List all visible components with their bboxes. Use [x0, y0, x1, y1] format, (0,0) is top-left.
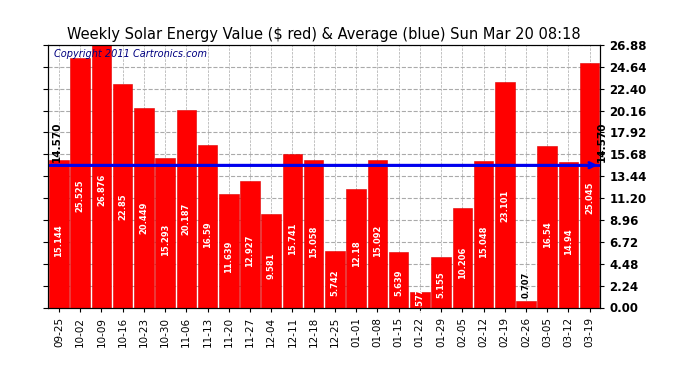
Bar	[495, 82, 515, 308]
Text: 20.187: 20.187	[181, 202, 191, 235]
Text: 25.525: 25.525	[76, 179, 85, 212]
Bar	[325, 251, 345, 308]
Text: 1.577: 1.577	[415, 287, 424, 314]
Bar	[49, 160, 69, 308]
Text: 5.639: 5.639	[394, 270, 403, 296]
Text: 16.59: 16.59	[203, 221, 212, 248]
Text: Copyright 2011 Cartronics.com: Copyright 2011 Cartronics.com	[54, 49, 207, 59]
Bar	[134, 108, 154, 307]
Text: 9.581: 9.581	[267, 252, 276, 279]
Bar	[198, 146, 217, 308]
Text: 20.449: 20.449	[139, 201, 148, 234]
Text: 14.570: 14.570	[52, 122, 61, 162]
Text: 5.155: 5.155	[437, 272, 446, 298]
Bar	[410, 292, 430, 308]
Bar	[70, 58, 90, 308]
Bar	[516, 301, 535, 307]
Bar	[346, 189, 366, 308]
Text: 0.707: 0.707	[522, 272, 531, 298]
Text: 12.18: 12.18	[352, 241, 361, 267]
Text: 5.742: 5.742	[331, 269, 339, 296]
Text: 23.101: 23.101	[500, 190, 509, 222]
Bar	[304, 160, 324, 308]
Text: 14.94: 14.94	[564, 228, 573, 255]
Bar	[262, 214, 281, 308]
Text: 16.54: 16.54	[543, 222, 552, 248]
Bar	[453, 208, 472, 308]
Text: 15.048: 15.048	[479, 225, 488, 258]
Text: 15.092: 15.092	[373, 225, 382, 257]
Bar	[474, 160, 493, 308]
Text: 12.927: 12.927	[246, 234, 255, 267]
Text: 14.570: 14.570	[597, 122, 607, 162]
Bar	[389, 252, 408, 308]
Bar	[155, 158, 175, 308]
Text: 25.045: 25.045	[585, 181, 594, 214]
Bar	[113, 84, 132, 308]
Text: 26.876: 26.876	[97, 173, 106, 206]
Bar	[240, 181, 259, 308]
Text: 15.293: 15.293	[161, 224, 170, 256]
Bar	[538, 146, 557, 308]
Bar	[177, 110, 196, 308]
Text: 15.058: 15.058	[309, 225, 318, 258]
Bar	[92, 45, 111, 308]
Bar	[283, 154, 302, 308]
Text: 10.206: 10.206	[457, 246, 467, 279]
Bar	[559, 162, 578, 308]
Text: 15.144: 15.144	[55, 225, 63, 257]
Text: 22.85: 22.85	[118, 194, 127, 220]
Bar	[368, 160, 387, 308]
Text: 11.639: 11.639	[224, 240, 233, 273]
Text: 15.741: 15.741	[288, 222, 297, 255]
Bar	[580, 63, 600, 308]
Bar	[219, 194, 239, 308]
Title: Weekly Solar Energy Value ($ red) & Average (blue) Sun Mar 20 08:18: Weekly Solar Energy Value ($ red) & Aver…	[68, 27, 581, 42]
Bar	[431, 257, 451, 307]
